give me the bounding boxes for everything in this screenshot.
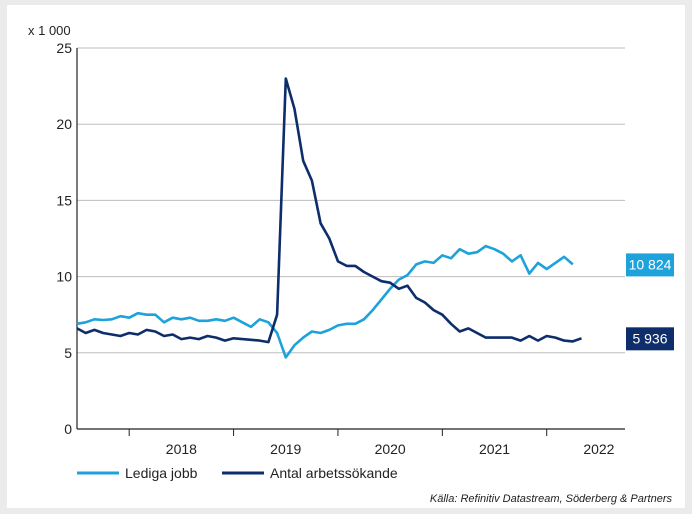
- y-tick-label: 20: [56, 116, 72, 132]
- y-tick-label: 5: [64, 345, 72, 361]
- y-axis-unit-label: x 1 000: [28, 23, 71, 38]
- y-axis-ticks: 0 5 10 15 20 25: [56, 40, 72, 437]
- y-tick-label: 15: [56, 192, 72, 208]
- end-badge-lediga-jobb: [626, 253, 674, 277]
- y-tick-label: 25: [56, 40, 72, 56]
- end-value-badges: 10 824 5 936: [626, 253, 674, 351]
- x-tick-label: 2021: [479, 441, 510, 457]
- y-tick-label: 10: [56, 269, 72, 285]
- legend: Lediga jobb Antal arbetssökande: [77, 465, 398, 481]
- end-badge-label-antal-arbetss-kande: 5 936: [632, 330, 667, 346]
- chart-card: x 1 000 0 5 10 15 20 25 2018 2019 2020 2021 2022 …: [7, 5, 685, 508]
- x-axis: 2018 2019 2020 2021 2022: [76, 48, 625, 457]
- gridlines: [77, 47, 625, 354]
- legend-label-lediga-jobb: Lediga jobb: [125, 465, 198, 481]
- y-tick-label: 0: [64, 421, 72, 437]
- x-tick-label: 2018: [166, 441, 197, 457]
- source-note: Källa: Refinitiv Datastream, Söderberg &…: [430, 493, 673, 505]
- legend-label-antal-arbetss-kande: Antal arbetssökande: [270, 465, 398, 481]
- x-tick-label: 2022: [583, 441, 614, 457]
- series-line-antal-arbetss-kande: [76, 77, 582, 344]
- series-layer: [76, 77, 582, 359]
- end-badge-label-lediga-jobb: 10 824: [629, 256, 672, 272]
- series-line-lediga-jobb: [76, 244, 574, 359]
- x-tick-label: 2020: [375, 441, 406, 457]
- end-badge-antal-arbetss-kande: [626, 327, 674, 351]
- x-tick-label: 2019: [270, 441, 301, 457]
